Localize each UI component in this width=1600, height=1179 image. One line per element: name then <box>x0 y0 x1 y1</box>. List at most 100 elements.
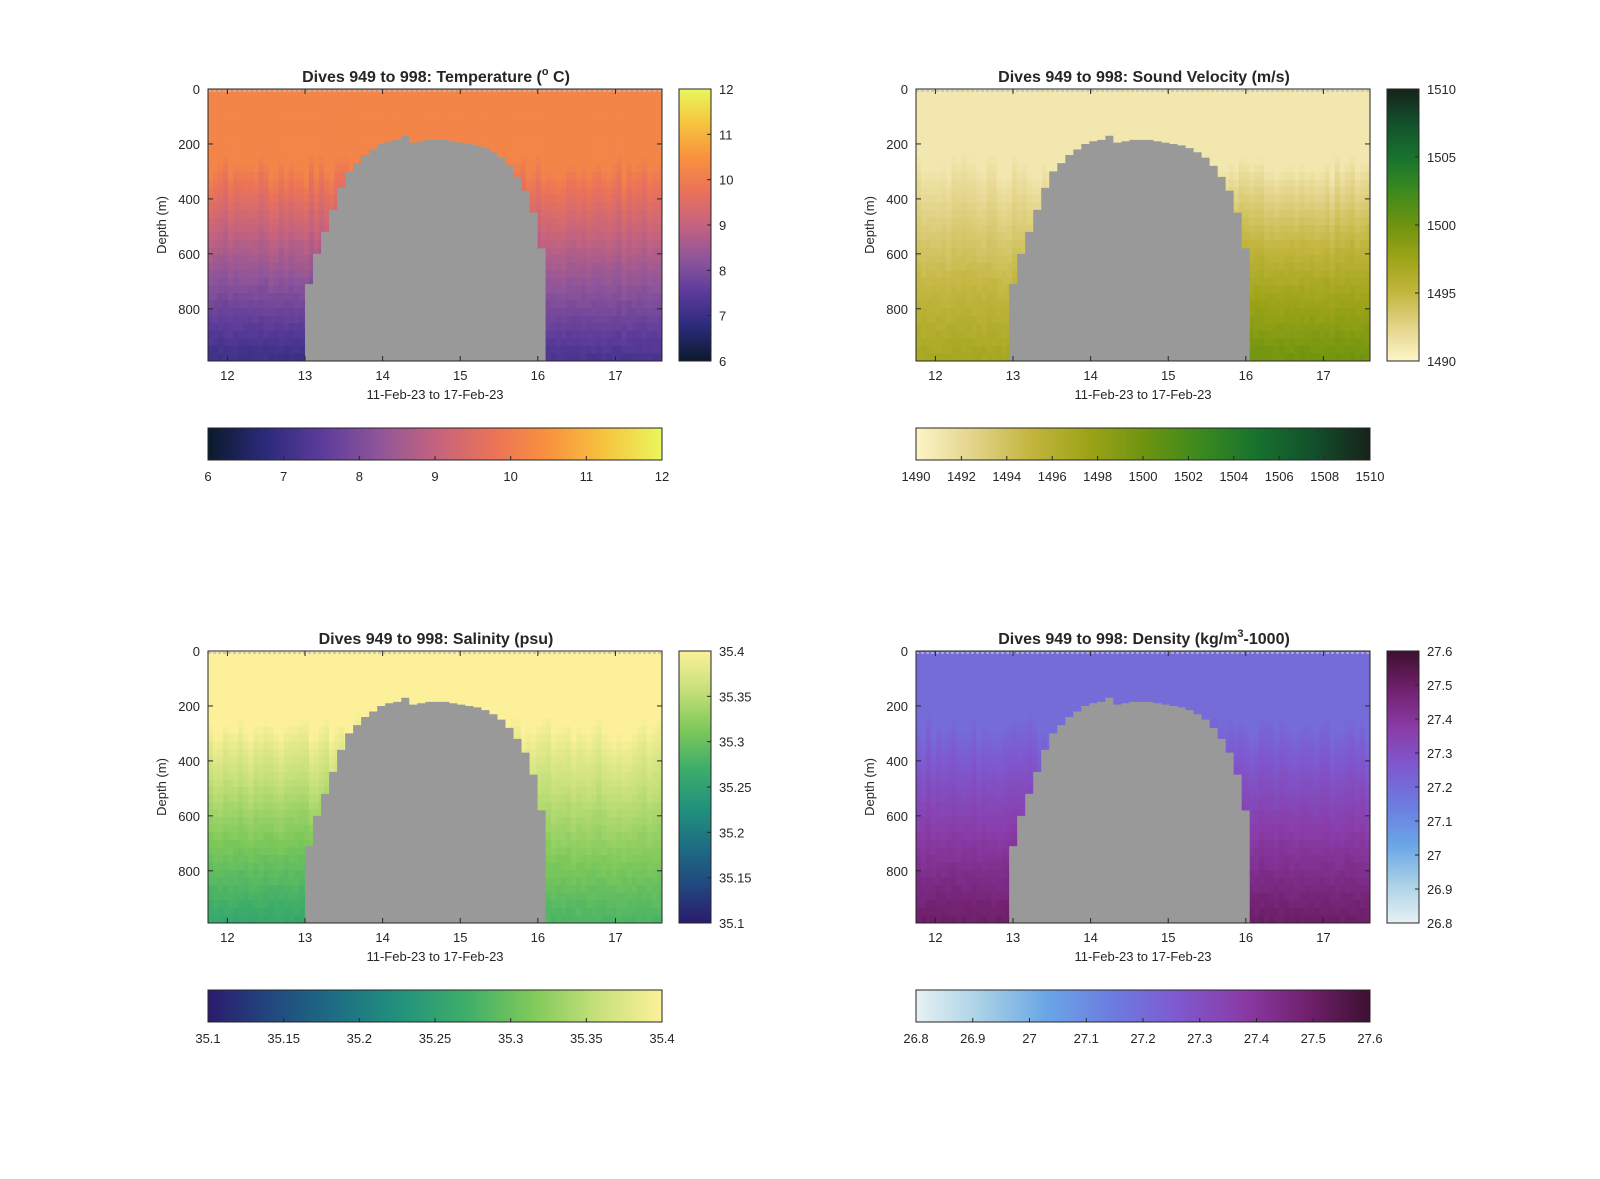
heatmap-cell <box>941 111 947 120</box>
heatmap-cell <box>986 225 993 234</box>
heatmap-cell <box>510 111 517 120</box>
heatmap-cell <box>951 225 957 234</box>
heatmap-cell <box>561 338 567 347</box>
heatmap-cell <box>566 104 572 113</box>
heatmap-cell <box>941 255 947 264</box>
heatmap-cell <box>636 89 643 98</box>
heatmap-cell <box>1122 134 1129 143</box>
heatmap-cell <box>273 194 280 203</box>
heatmap-cell <box>243 285 249 294</box>
heatmap-cell <box>606 353 613 361</box>
heatmap-cell <box>1148 111 1154 120</box>
heatmap-cell <box>646 262 653 271</box>
heatmap-cell <box>981 179 988 188</box>
heatmap-cell <box>283 255 290 264</box>
heatmap-cell <box>1143 96 1149 105</box>
heatmap-cell <box>208 285 214 294</box>
heatmap-cell <box>641 187 648 196</box>
heatmap-cell <box>991 96 998 105</box>
heatmap-cell <box>581 308 587 317</box>
heatmap-cell <box>263 240 270 249</box>
heatmap-cell <box>293 134 300 143</box>
heatmap-cell <box>926 285 932 294</box>
heatmap-cell <box>349 111 355 120</box>
heatmap-cell <box>389 119 396 128</box>
heatmap-cell <box>339 157 345 166</box>
heatmap-cell <box>1082 111 1089 120</box>
heatmap-cell <box>545 104 552 113</box>
heatmap-cell <box>926 172 932 181</box>
heatmap-cell <box>288 315 295 324</box>
heatmap-cell <box>1032 126 1038 135</box>
heatmap-cell <box>540 172 547 181</box>
heatmap-cell <box>208 330 214 339</box>
heatmap-cell <box>313 202 320 211</box>
heatmap-cell <box>551 330 557 339</box>
heatmap-cell <box>631 323 638 332</box>
heatmap-cell <box>329 164 335 173</box>
heatmap-cell <box>213 285 219 294</box>
heatmap-cell <box>571 308 577 317</box>
heatmap-cell <box>951 240 957 249</box>
heatmap-cell <box>966 247 973 256</box>
heatmap-cell <box>293 262 300 271</box>
heatmap-cell <box>916 300 922 309</box>
heatmap-cell <box>1011 255 1018 264</box>
heatmap-cell <box>1001 300 1008 309</box>
heatmap-cell <box>621 172 628 181</box>
heatmap-cell <box>223 262 229 271</box>
heatmap-cell <box>946 345 952 355</box>
heatmap-cell <box>1021 247 1028 256</box>
heatmap-cell <box>238 119 244 128</box>
heatmap-cell <box>324 209 330 219</box>
heatmap-cell <box>298 187 305 196</box>
heatmap-cell <box>298 285 305 294</box>
heatmap-cell <box>951 149 957 158</box>
heatmap-cell <box>606 141 613 151</box>
heatmap-cell <box>581 157 587 166</box>
heatmap-cell <box>268 141 275 151</box>
heatmap-cell <box>606 345 613 355</box>
heatmap-cell <box>288 277 295 287</box>
heatmap-cell <box>996 323 1003 332</box>
heatmap-cell <box>981 119 988 128</box>
heatmap-cell <box>961 202 968 211</box>
heatmap-cell <box>916 157 922 166</box>
heatmap-cell <box>641 217 648 226</box>
heatmap-cell <box>986 315 993 324</box>
heatmap-cell <box>369 104 376 113</box>
heatmap-cell <box>233 209 239 219</box>
heatmap-cell <box>946 164 952 173</box>
heatmap-cell <box>218 262 224 271</box>
heatmap-cell <box>941 157 947 166</box>
heatmap-cell <box>626 323 633 332</box>
heatmap-cell <box>951 353 957 361</box>
heatmap-cell <box>248 209 254 219</box>
heatmap-cell <box>218 141 224 151</box>
heatmap-cell <box>651 89 658 98</box>
heatmap-cell <box>971 96 978 105</box>
heatmap-cell <box>641 104 648 113</box>
heatmap-cell <box>1072 141 1079 151</box>
heatmap-cell <box>966 323 973 332</box>
heatmap-cell <box>515 96 522 105</box>
heatmap-cell <box>946 172 952 181</box>
heatmap-cell <box>460 89 466 98</box>
heatmap-cell <box>976 194 983 203</box>
heatmap-cell <box>510 89 517 98</box>
heatmap-cell <box>646 187 653 196</box>
heatmap-cell <box>258 353 265 361</box>
heatmap-cell <box>313 179 320 188</box>
heatmap-cell <box>591 217 598 226</box>
heatmap-cell <box>213 141 219 151</box>
heatmap-cell <box>976 255 983 264</box>
heatmap-cell <box>268 172 275 181</box>
heatmap-cell <box>631 270 638 279</box>
heatmap-cell <box>946 209 952 219</box>
heatmap-cell <box>956 104 962 113</box>
heatmap-cell <box>971 89 978 98</box>
heatmap-cell <box>1062 96 1068 105</box>
heatmap-cell <box>561 202 567 211</box>
heatmap-cell <box>646 104 653 113</box>
heatmap-cell <box>596 126 603 135</box>
